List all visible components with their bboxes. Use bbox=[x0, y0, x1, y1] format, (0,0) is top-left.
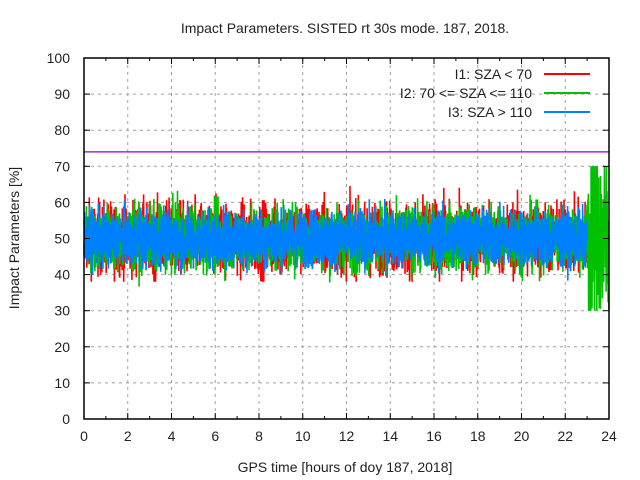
x-tick-label: 10 bbox=[295, 428, 311, 444]
legend-label: I3: SZA > 110 bbox=[448, 104, 532, 120]
y-tick-label: 100 bbox=[47, 50, 71, 66]
x-tick-label: 2 bbox=[124, 428, 132, 444]
x-tick-label: 16 bbox=[426, 428, 442, 444]
y-tick-label: 70 bbox=[54, 158, 70, 174]
x-axis-label: GPS time [hours of doy 187, 2018] bbox=[238, 459, 453, 475]
y-tick-label: 10 bbox=[54, 375, 70, 391]
x-tick-label: 6 bbox=[211, 428, 219, 444]
x-tick-label: 0 bbox=[80, 428, 88, 444]
x-tick-label: 18 bbox=[470, 428, 486, 444]
y-axis-label: Impact Parameters [%] bbox=[6, 167, 22, 309]
x-tick-label: 24 bbox=[601, 428, 617, 444]
ticks bbox=[83, 57, 610, 420]
y-tick-labels: 0 10 20 30 40 50 60 70 80 90 100 bbox=[47, 50, 71, 427]
legend-label: I1: SZA < 70 bbox=[455, 66, 533, 82]
series-3 bbox=[83, 198, 588, 281]
y-tick-label: 80 bbox=[54, 122, 70, 138]
legend: I1: SZA < 70 I2: 70 <= SZA <= 110 I3: SZA … bbox=[400, 66, 590, 120]
x-tick-label: 22 bbox=[557, 428, 573, 444]
y-tick-label: 40 bbox=[54, 267, 70, 283]
legend-label: I2: 70 <= SZA <= 110 bbox=[400, 85, 532, 101]
y-tick-label: 0 bbox=[62, 411, 70, 427]
y-tick-label: 60 bbox=[54, 194, 70, 210]
x-tick-label: 4 bbox=[168, 428, 176, 444]
y-tick-label: 90 bbox=[54, 86, 70, 102]
x-tick-labels: 0 2 4 6 8 10 12 14 16 18 20 22 24 bbox=[80, 428, 617, 444]
y-tick-label: 50 bbox=[54, 231, 70, 247]
x-tick-label: 12 bbox=[339, 428, 355, 444]
x-tick-label: 8 bbox=[255, 428, 263, 444]
y-tick-label: 30 bbox=[54, 303, 70, 319]
x-tick-label: 20 bbox=[514, 428, 530, 444]
y-tick-label: 20 bbox=[54, 339, 70, 355]
x-tick-label: 14 bbox=[382, 428, 398, 444]
series-line bbox=[83, 198, 588, 281]
chart-title: Impact Parameters. SISTED rt 30s mode. 1… bbox=[181, 20, 509, 36]
series-layer bbox=[83, 165, 610, 311]
